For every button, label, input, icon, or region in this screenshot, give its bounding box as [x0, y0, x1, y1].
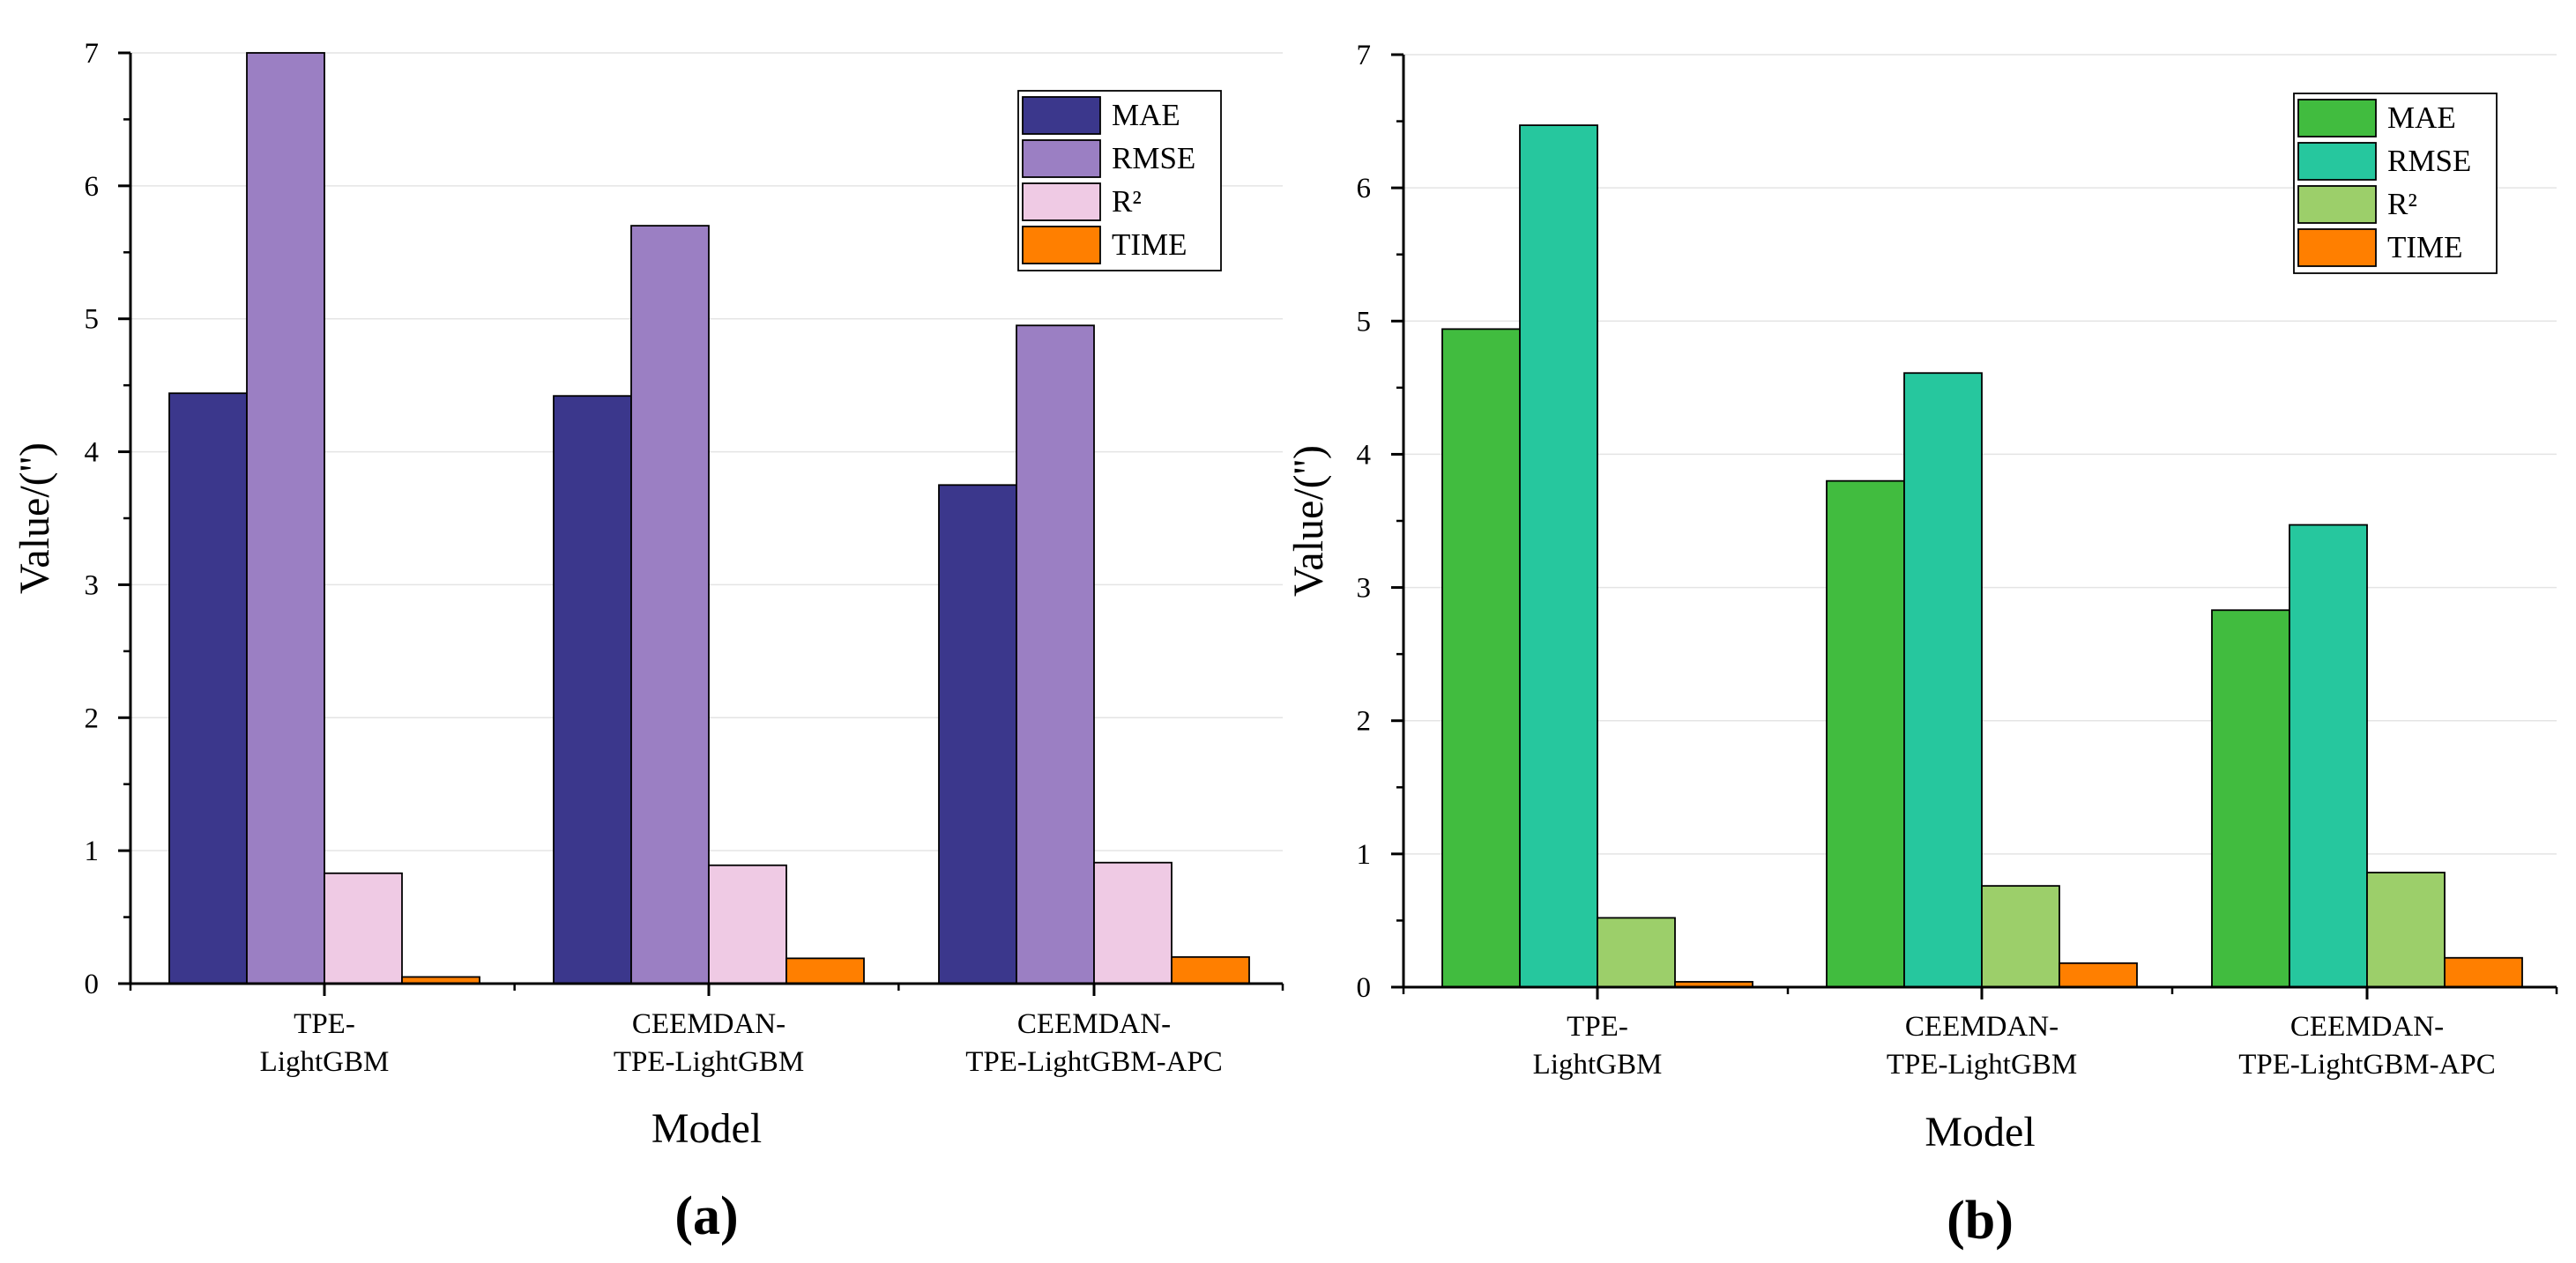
x-category-label: CEEMDAN- — [632, 1008, 785, 1040]
y-tick-label: 1 — [85, 836, 100, 867]
x-category-label: TPE-LightGBM-APC — [2238, 1049, 2496, 1081]
legend-label: R² — [1112, 184, 1142, 219]
y-tick-label: 2 — [1357, 706, 1372, 738]
bar-r-0 — [324, 872, 403, 984]
legend-swatch-rmse — [2297, 142, 2377, 181]
x-axis-title: Model — [1925, 1109, 2035, 1155]
panel-label: (b) — [1947, 1191, 2014, 1251]
x-category-label: CEEMDAN- — [2290, 1011, 2444, 1043]
y-tick-label: 7 — [85, 38, 100, 70]
y-tick-label: 0 — [1357, 972, 1372, 1004]
bar-time-2 — [2444, 956, 2523, 988]
x-axis-title: Model — [651, 1105, 762, 1152]
legend-label: MAE — [2387, 100, 2456, 135]
bar-mae-2 — [2211, 609, 2290, 988]
bar-rmse-2 — [2289, 524, 2368, 988]
y-tick-label: 4 — [1357, 439, 1372, 471]
chart-panel-a: 01234567TPE-LightGBMCEEMDAN-TPE-LightGBM… — [11, 38, 1284, 1246]
legend-label: TIME — [2387, 230, 2463, 264]
bar-r-2 — [2366, 872, 2446, 988]
legend-swatch-time — [2297, 228, 2377, 267]
x-category-label: TPE- — [294, 1008, 355, 1040]
y-tick-label: 5 — [85, 304, 100, 336]
bar-mae-0 — [168, 392, 248, 984]
bar-r-1 — [708, 864, 787, 984]
y-tick-label: 6 — [1357, 173, 1372, 204]
legend-label: MAE — [1112, 98, 1180, 132]
bar-rmse-0 — [246, 52, 325, 984]
legend-label: R² — [2387, 187, 2417, 221]
bar-r-0 — [1597, 917, 1676, 988]
bar-time-2 — [1171, 955, 1250, 984]
legend-swatch-time — [1022, 226, 1101, 264]
y-tick-label: 1 — [1357, 839, 1372, 871]
bar-rmse-1 — [1903, 372, 1983, 988]
legend-swatch-r — [1022, 182, 1101, 221]
y-tick-label: 3 — [1357, 573, 1372, 605]
y-tick-label: 6 — [85, 171, 100, 203]
bar-r-1 — [1981, 885, 2060, 988]
x-category-label: CEEMDAN- — [1905, 1011, 2059, 1043]
legend-swatch-mae — [1022, 96, 1101, 135]
y-axis-title: Value/('') — [11, 442, 58, 594]
bar-time-1 — [2059, 962, 2138, 988]
x-category-label: TPE-LightGBM — [1887, 1049, 2077, 1081]
x-category-label: TPE-LightGBM-APC — [965, 1046, 1223, 1078]
bar-rmse-2 — [1016, 324, 1095, 984]
chart-panel-b: 01234567TPE-LightGBMCEEMDAN-TPE-LightGBM… — [1285, 40, 2558, 1251]
bar-rmse-1 — [630, 225, 710, 984]
bar-mae-0 — [1441, 328, 1521, 988]
legend-swatch-rmse — [1022, 139, 1101, 178]
legend-label: RMSE — [1112, 141, 1195, 175]
y-tick-label: 3 — [85, 569, 100, 601]
y-axis-title: Value/('') — [1285, 445, 1332, 597]
panel-label: (a) — [674, 1186, 738, 1246]
bar-r-2 — [1093, 861, 1173, 984]
bar-mae-1 — [1826, 479, 1905, 988]
legend-swatch-r — [2297, 185, 2377, 224]
legend-swatch-mae — [2297, 99, 2377, 137]
y-tick-label: 2 — [85, 702, 100, 734]
x-category-label: LightGBM — [260, 1046, 390, 1078]
legend-label: RMSE — [2387, 144, 2471, 178]
x-category-label: LightGBM — [1533, 1049, 1663, 1081]
y-tick-label: 7 — [1357, 40, 1372, 71]
x-category-label: TPE-LightGBM — [614, 1046, 804, 1078]
y-tick-label: 0 — [85, 969, 100, 1000]
legend-label: TIME — [1112, 227, 1187, 262]
bar-mae-2 — [938, 484, 1017, 984]
bar-rmse-0 — [1519, 124, 1598, 988]
x-category-label: TPE- — [1567, 1011, 1628, 1043]
y-tick-label: 4 — [85, 437, 100, 469]
x-category-label: CEEMDAN- — [1017, 1008, 1171, 1040]
bar-time-1 — [785, 957, 865, 984]
y-tick-label: 5 — [1357, 306, 1372, 338]
bar-mae-1 — [553, 395, 632, 984]
